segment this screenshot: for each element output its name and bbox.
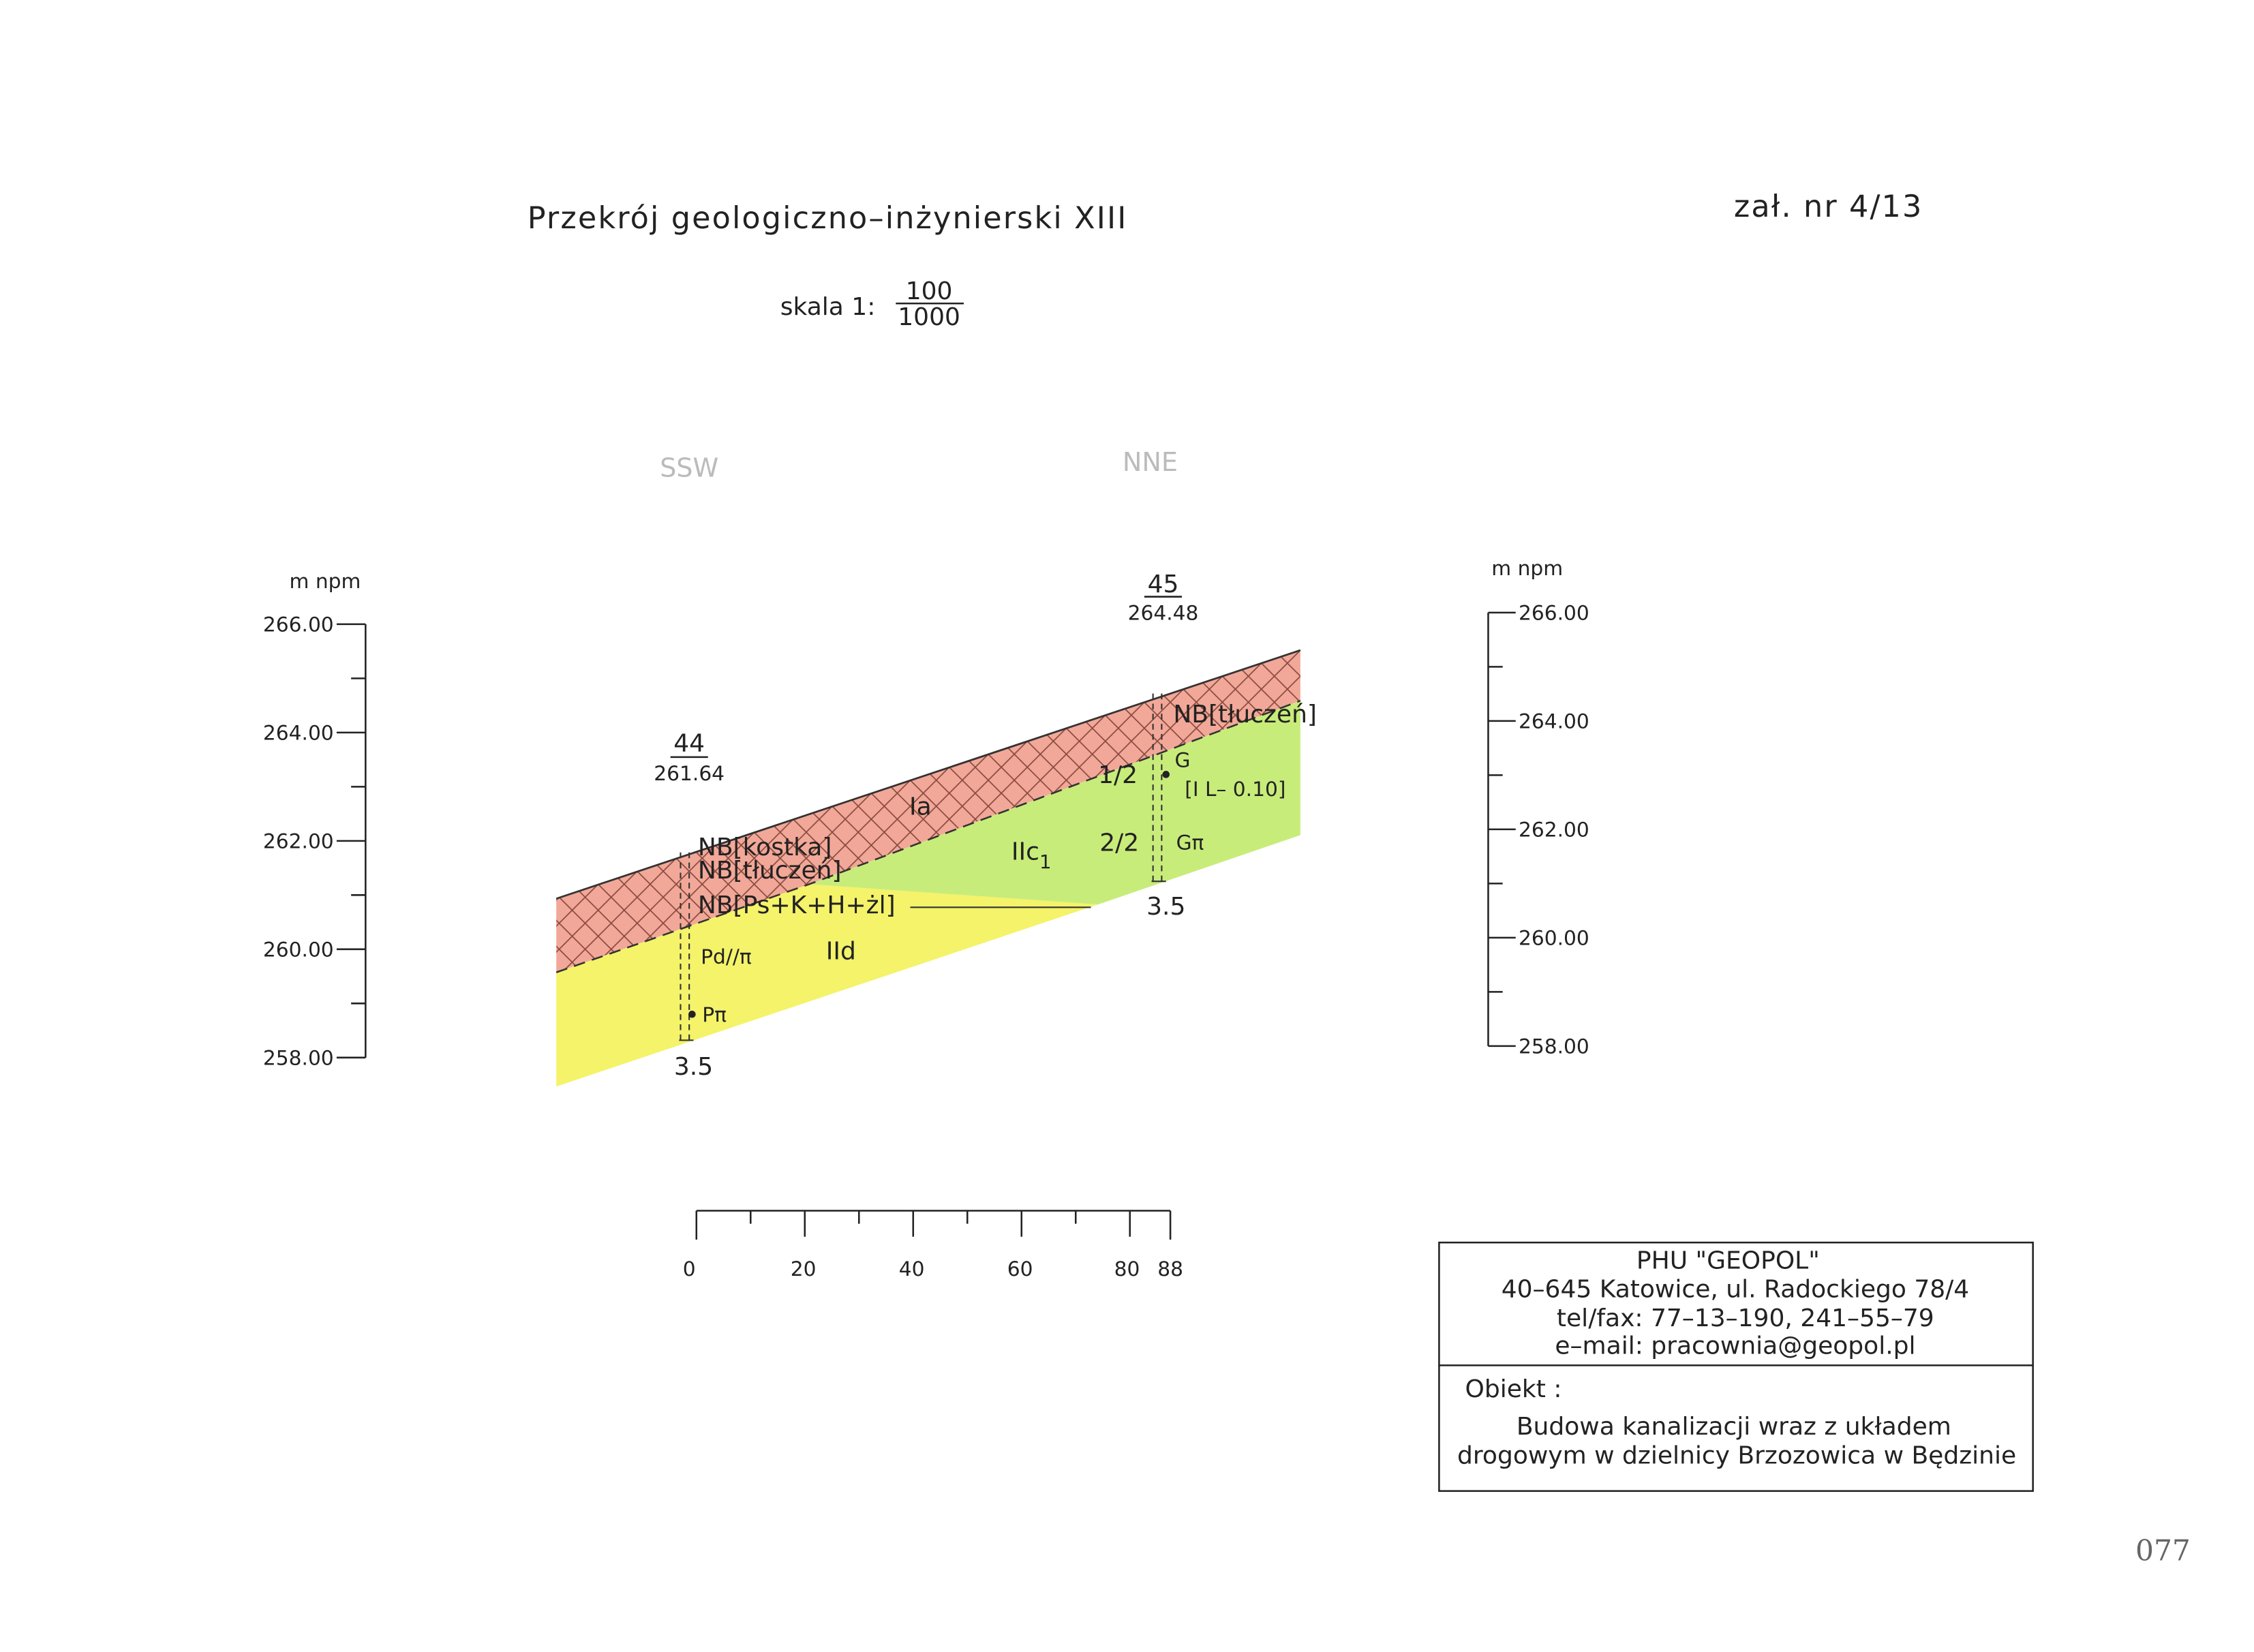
- scale-bar: [695, 1210, 1172, 1240]
- axis-unit: m npm: [1491, 556, 1563, 580]
- tick-label: 264.00: [263, 720, 334, 744]
- direction: NNE: [1123, 447, 1178, 477]
- borehole-number: 45: [1148, 570, 1179, 598]
- borehole-depth: 3.5: [1146, 893, 1185, 921]
- company: PHU "GEOPOL": [1636, 1246, 1820, 1274]
- layer-fill: [556, 650, 1300, 973]
- layer-iic: [809, 701, 1300, 905]
- layer-label: [I L– 0.10]: [1185, 777, 1285, 801]
- axis-unit: m npm: [290, 569, 361, 593]
- tick-label: 258.00: [263, 1045, 334, 1069]
- layer-label: IId: [826, 938, 856, 966]
- borehole-elevation: 261.64: [654, 761, 725, 785]
- layer-label: 2/2: [1099, 829, 1139, 857]
- tick-label: 260.00: [1519, 926, 1589, 949]
- scale-denominator: 1000: [898, 303, 960, 331]
- address: 40–645 Katowice, ul. Radockiego 78/4: [1502, 1276, 1970, 1304]
- direction: SSW: [660, 453, 718, 483]
- layer-label: Ia: [909, 793, 932, 821]
- layer-label: Gπ: [1176, 831, 1204, 855]
- borehole: [680, 852, 690, 1041]
- title-block: [1438, 1241, 2034, 1493]
- scale-prefix: skala 1:: [780, 293, 876, 321]
- tick-label: 262.00: [1519, 817, 1589, 841]
- layer-label: Pπ: [702, 1003, 727, 1026]
- sheet-number: 077: [2135, 1534, 2191, 1567]
- sample: [1162, 771, 1170, 778]
- scale-label: 20: [791, 1257, 817, 1281]
- tick-label: 266.00: [263, 612, 334, 636]
- borehole-elevation: 264.48: [1128, 600, 1199, 624]
- boundary: [555, 700, 1301, 973]
- tick-label: 266.00: [1519, 600, 1589, 624]
- tick-label: 260.00: [263, 937, 334, 961]
- scale-label: 40: [899, 1257, 925, 1281]
- scale-label: 0: [683, 1257, 696, 1281]
- tick-label: 262.00: [263, 829, 334, 853]
- borehole-depth: 3.5: [674, 1053, 713, 1081]
- scale-label: 88: [1157, 1257, 1183, 1281]
- scale-label: 60: [1007, 1257, 1033, 1281]
- phone: tel/fax: 77–13–190, 241–55–79: [1557, 1304, 1934, 1332]
- email: e–mail: pracownia@geopol.pl: [1555, 1332, 1915, 1360]
- object-text: Budowa kanalizacji wraz z układem: [1517, 1413, 1951, 1441]
- layer-iid: [556, 884, 1099, 1087]
- layer-label: G: [1174, 748, 1190, 772]
- borehole-number: 44: [673, 729, 705, 757]
- layer-label: Pd//π: [701, 945, 752, 968]
- sheet-label: zał. nr 4/13: [1734, 189, 1923, 224]
- scale-numerator: 100: [906, 277, 953, 305]
- layer-label: NB[tłuczeń]: [698, 857, 842, 885]
- layer-label: IIc1: [1011, 838, 1052, 873]
- subscript: 1: [1039, 851, 1052, 873]
- tick-label: 264.00: [1519, 709, 1589, 733]
- borehole: [1152, 693, 1163, 882]
- title: Przekrój geologiczno–inżynierski XIII: [528, 201, 1128, 236]
- layer-label: 1/2: [1098, 761, 1138, 789]
- tick-label: 258.00: [1519, 1034, 1589, 1058]
- scale-label: 80: [1114, 1257, 1140, 1281]
- layer-label: NB[tłuczeń]: [1173, 701, 1317, 729]
- layer-label: NB[Ps+K+H+żl]: [698, 891, 896, 919]
- object-label: Obiekt :: [1465, 1375, 1562, 1403]
- object-text: drogowym w dzielnicy Brzozowica w Będzin…: [1457, 1441, 2016, 1469]
- sample: [688, 1010, 696, 1018]
- layer-label: NB[kostka]: [698, 833, 832, 861]
- layer-label: IIc: [1011, 838, 1039, 866]
